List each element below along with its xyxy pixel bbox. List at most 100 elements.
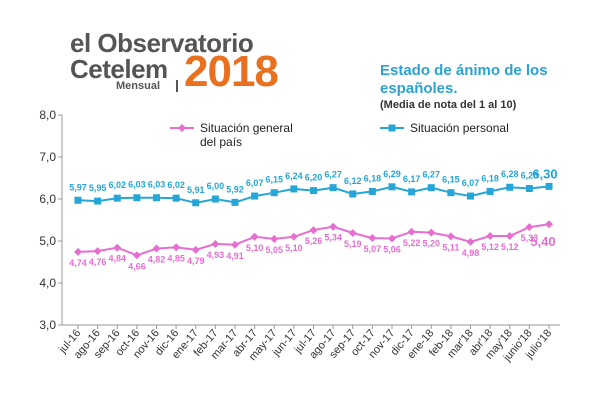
data-label-general: 5,05 [265, 245, 283, 255]
data-label-general: 5,19 [344, 239, 362, 249]
y-tick-label: 8,0 [39, 108, 56, 122]
data-label-personal: 6,07 [246, 178, 264, 188]
data-label-personal: 6,20 [305, 173, 323, 183]
chart-title: Estado de ánimo de los españoles. [380, 62, 548, 97]
data-point-personal [192, 199, 200, 207]
y-tick-label: 7,0 [39, 150, 56, 164]
data-point-general [172, 243, 181, 252]
data-point-general [368, 234, 377, 243]
data-point-personal [153, 194, 160, 202]
data-label-personal: 6,15 [265, 175, 283, 185]
data-label-personal: 6,28 [501, 169, 519, 179]
data-point-general [525, 223, 534, 232]
data-label-general: 5,06 [383, 244, 401, 254]
data-label-general: 5,40 [530, 234, 555, 249]
data-label-personal: 6,17 [403, 174, 421, 184]
data-label-general: 4,84 [108, 254, 126, 264]
data-label-personal: 6,18 [481, 173, 499, 183]
data-point-general [93, 247, 102, 256]
chart-heading: Estado de ánimo de los españoles. (Media… [380, 62, 580, 111]
data-label-general: 4,91 [226, 251, 244, 261]
legend-label-0: Situación general [200, 121, 293, 135]
legend-marker-personal [388, 124, 396, 132]
data-label-general: 5,12 [501, 242, 519, 252]
data-label-personal: 6,03 [128, 180, 146, 190]
logo-line2: Cetelem [70, 54, 168, 84]
data-label-general: 4,85 [167, 253, 185, 263]
logo-subtitle: Mensual [116, 80, 161, 92]
data-label-general: 5,10 [285, 243, 303, 253]
data-point-personal [310, 187, 317, 195]
data-label-personal: 6,02 [108, 180, 126, 190]
data-label-general: 5,11 [442, 242, 459, 252]
data-label-general: 5,10 [246, 243, 264, 253]
data-label-general: 5,07 [364, 244, 382, 254]
data-point-general [407, 227, 416, 236]
data-point-general [446, 232, 455, 241]
legend-label-1: Situación personal [410, 121, 509, 135]
data-label-personal: 5,91 [187, 185, 205, 195]
data-point-general [231, 240, 239, 249]
data-label-general: 5,12 [481, 242, 499, 252]
data-point-personal [74, 196, 82, 204]
data-point-general [113, 243, 122, 252]
data-label-general: 4,76 [89, 257, 107, 267]
data-label-personal: 6,07 [462, 178, 480, 188]
data-point-personal [506, 183, 514, 191]
data-point-personal [231, 198, 239, 206]
data-point-general [309, 226, 318, 235]
data-point-personal [467, 192, 474, 200]
data-point-personal [94, 197, 102, 205]
data-label-personal: 5,97 [69, 182, 87, 192]
logo-divider [176, 80, 178, 92]
data-point-general [486, 231, 495, 240]
data-point-personal [251, 192, 259, 200]
data-point-general [505, 231, 514, 240]
data-label-personal: 6,03 [148, 180, 166, 190]
legend-label-0: del país [200, 135, 242, 149]
data-label-personal: 6,30 [532, 166, 557, 181]
data-label-personal: 6,25 [521, 171, 539, 181]
data-label-personal: 5,92 [226, 184, 244, 194]
y-tick-label: 4,0 [39, 276, 56, 290]
data-point-personal [368, 187, 376, 195]
data-point-general [270, 234, 279, 243]
data-point-general [545, 220, 553, 229]
data-point-general [132, 251, 141, 260]
data-label-personal: 6,15 [442, 175, 460, 185]
data-point-personal [270, 189, 278, 197]
logo: el Observatorio Cetelem 2018 Mensual [70, 28, 280, 98]
data-label-personal: 6,12 [344, 176, 362, 186]
data-label-general: 5,34 [324, 233, 342, 243]
data-point-personal [525, 185, 533, 192]
y-tick-label: 3,0 [39, 318, 56, 332]
data-label-general: 4,93 [207, 250, 225, 260]
data-label-personal: 6,00 [207, 181, 225, 191]
data-point-general [250, 232, 259, 241]
data-point-general [348, 229, 357, 238]
data-point-personal [329, 184, 337, 192]
data-point-general [211, 239, 220, 248]
data-label-general: 5,26 [305, 236, 323, 246]
data-point-general [329, 222, 338, 231]
data-point-personal [172, 194, 180, 202]
data-label-personal: 6,24 [285, 171, 303, 181]
data-label-general: 4,79 [187, 256, 205, 266]
data-point-personal [211, 195, 219, 203]
data-label-personal: 6,02 [167, 180, 185, 190]
data-point-personal [545, 182, 553, 190]
data-label-personal: 6,27 [324, 170, 342, 180]
data-point-personal [388, 183, 396, 191]
data-point-general [289, 232, 298, 241]
data-label-general: 4,82 [148, 255, 166, 265]
data-point-personal [133, 194, 141, 202]
data-label-personal: 6,27 [422, 170, 440, 180]
data-point-general [466, 237, 475, 246]
data-point-general [152, 244, 161, 253]
data-label-general: 5,33 [521, 233, 539, 243]
data-point-general [388, 234, 396, 243]
data-point-general [191, 245, 200, 254]
data-point-personal [113, 194, 121, 202]
data-label-personal: 6,29 [383, 169, 401, 179]
